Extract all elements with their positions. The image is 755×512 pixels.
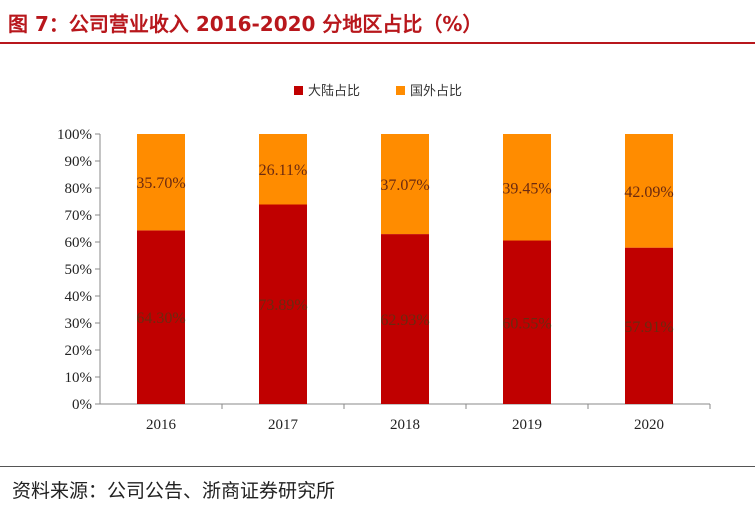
bar-segment-overseas: [259, 134, 307, 205]
data-label: 26.11%: [259, 162, 308, 179]
y-tick-label: 20%: [65, 343, 93, 359]
data-label: 64.30%: [136, 310, 185, 327]
y-tick-label: 80%: [65, 181, 93, 197]
x-tick-label: 2019: [512, 417, 542, 433]
source-divider: [0, 466, 755, 467]
y-tick-label: 50%: [65, 262, 93, 278]
y-tick-label: 40%: [65, 289, 93, 305]
data-label: 35.70%: [136, 175, 185, 192]
bar-segment-mainland: [503, 240, 551, 404]
bar-segment-overseas: [503, 134, 551, 241]
stacked-bar-chart: 0% 10% 20% 30% 40% 50% 60% 70% 80% 90% 100% 64.30% 3…: [57, 83, 711, 433]
bar-segment-mainland: [259, 204, 307, 404]
y-tick-label: 30%: [65, 316, 93, 332]
data-label: 39.45%: [502, 180, 551, 197]
legend-label: 国外占比: [410, 84, 462, 99]
y-tick-label: 10%: [65, 370, 93, 386]
y-tick-label: 70%: [65, 208, 93, 224]
y-tick-label: 60%: [65, 235, 93, 251]
data-label: 60.55%: [502, 315, 551, 332]
bar-segment-overseas: [381, 134, 429, 235]
bar-segment-mainland: [137, 230, 185, 404]
data-label: 37.07%: [380, 177, 429, 194]
y-tick-label: 0%: [72, 397, 92, 413]
x-tick-label: 2016: [146, 417, 177, 433]
x-tick-label: 2018: [390, 417, 420, 433]
bar-segment-mainland: [625, 247, 673, 404]
x-tick-label: 2017: [268, 417, 299, 433]
figure-title: 图 7：公司营业收入 2016-2020 分地区占比（%）: [8, 12, 483, 36]
x-tick-label: 2020: [634, 417, 664, 433]
y-tick-label: 90%: [65, 154, 93, 170]
legend-swatch: [294, 86, 303, 95]
figure-title-bar: 图 7：公司营业收入 2016-2020 分地区占比（%）: [0, 0, 755, 46]
data-label: 57.91%: [624, 319, 673, 336]
data-label: 73.89%: [258, 297, 307, 314]
source-note: 资料来源：公司公告、浙商证券研究所: [12, 480, 336, 502]
title-underline: [0, 42, 755, 44]
legend-label: 大陆占比: [308, 83, 360, 99]
legend-swatch: [396, 86, 405, 95]
bar-segment-mainland: [381, 234, 429, 404]
bar-segment-overseas: [137, 134, 185, 231]
y-tick-label: 100%: [57, 127, 92, 143]
data-label: 62.93%: [380, 312, 429, 329]
data-label: 42.09%: [624, 184, 673, 201]
bar-segment-overseas: [625, 134, 673, 248]
